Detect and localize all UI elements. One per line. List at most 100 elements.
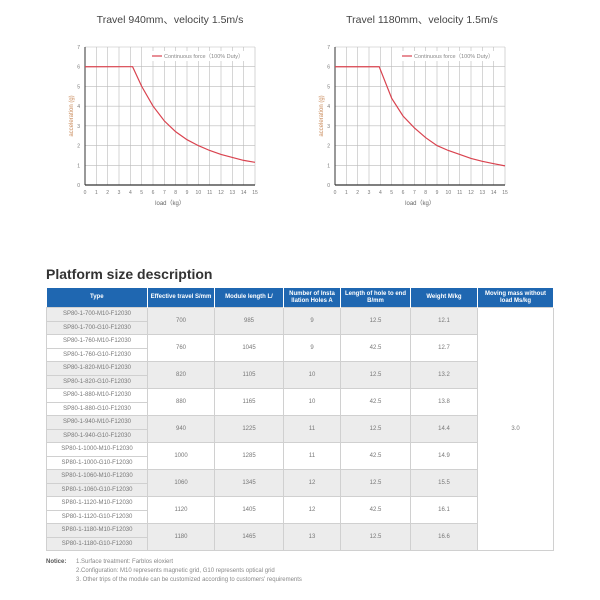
table-row: SP80-1-700-M10-F12030 700 985 9 12.5 12.1 3.0 xyxy=(46,307,554,551)
cell-travel: 940 xyxy=(147,415,215,443)
cell-holes: 12 xyxy=(283,469,341,497)
chart-title-940: Travel 940mm、velocity 1.5m/s xyxy=(96,14,244,26)
grid xyxy=(334,46,506,186)
cell-hole-end: 12.5 xyxy=(340,361,411,389)
y-tick-label: 7 xyxy=(77,45,80,51)
cell-type: SP80-1-760-M10-F12030 xyxy=(46,334,148,349)
table-row: SP80-1-940-M10-F12030 940 1225 11 12.5 14.4 xyxy=(46,415,554,443)
cell-weight: 13.8 xyxy=(410,388,478,416)
notice-item: 2.Configuration: M10 represents magnetic… xyxy=(76,568,275,574)
y-axis-label: acceleration (g) xyxy=(319,95,325,136)
cell-weight: 14.4 xyxy=(410,415,478,443)
table-row: SP80-1-700-G10-F12030 xyxy=(46,320,554,335)
cell-type: SP80-1-940-M10-F12030 xyxy=(46,415,148,430)
series-line xyxy=(334,66,506,167)
cell-length: 1105 xyxy=(214,361,284,389)
x-tick-label: 6 xyxy=(152,190,155,196)
table-row: SP80-1-940-G10-F12030 xyxy=(46,428,554,443)
cell-type: SP80-1-700-G10-F12030 xyxy=(46,320,148,335)
cell-holes: 12 xyxy=(283,496,341,524)
section-title: Platform size description xyxy=(46,266,213,282)
cell-weight: 14.9 xyxy=(410,442,478,470)
cell-weight: 16.1 xyxy=(410,496,478,524)
x-tick-label: 2 xyxy=(106,190,109,196)
header-hole-end: Length of hole to end B/mm xyxy=(340,288,411,308)
x-tick-label: 8 xyxy=(424,190,427,196)
cell-length: 1465 xyxy=(214,523,284,551)
cell-travel: 1060 xyxy=(147,469,215,497)
chart-940: 0 1 2 3 4 5 6 7 8 9 10 11 12 13 14 1501234567load（kg）ac… xyxy=(69,45,258,207)
table-row: SP80-1-820-M10-F12030 820 1105 10 12.5 13.2 xyxy=(46,361,554,389)
cell-type: SP80-1-1000-G10-F12030 xyxy=(46,455,148,470)
cell-type: SP80-1-820-M10-F12030 xyxy=(46,361,148,376)
cell-type: SP80-1-1060-M10-F12030 xyxy=(46,469,148,484)
cell-length: 1405 xyxy=(214,496,284,524)
x-tick-label: 14 xyxy=(491,190,497,196)
platform-size-table: Type Effective travel S/mm Module length… xyxy=(46,288,554,551)
cell-type: SP80-1-1180-M10-F12030 xyxy=(46,523,148,538)
cell-hole-end: 42.5 xyxy=(340,334,411,362)
x-tick-label: 13 xyxy=(480,190,486,196)
series-line xyxy=(84,66,256,163)
y-tick-label: 7 xyxy=(327,45,330,51)
table-row: SP80-1-760-M10-F12030 760 1045 9 42.5 12.7 xyxy=(46,334,554,362)
cell-hole-end: 42.5 xyxy=(340,442,411,470)
x-tick-label: 0 xyxy=(84,190,87,196)
cell-type: SP80-1-1060-G10-F12030 xyxy=(46,482,148,497)
x-tick-label: 2 xyxy=(356,190,359,196)
cell-travel: 1000 xyxy=(147,442,215,470)
x-tick-label: 11 xyxy=(207,190,212,196)
cell-moving-mass: 3.0 xyxy=(477,307,554,551)
cell-weight: 13.2 xyxy=(410,361,478,389)
cell-holes: 11 xyxy=(283,415,341,443)
notice-item: 1.Surface treatment: Farblos eloxiert xyxy=(76,559,174,565)
cell-type: SP80-1-760-G10-F12030 xyxy=(46,347,148,362)
cell-length: 985 xyxy=(214,307,284,335)
x-axis-label: load（kg） xyxy=(155,200,185,207)
cell-travel: 820 xyxy=(147,361,215,389)
cell-hole-end: 42.5 xyxy=(340,496,411,524)
x-tick-label: 15 xyxy=(502,190,508,196)
y-tick-label: 3 xyxy=(77,124,80,130)
header-weight: Weight M/kg xyxy=(410,288,478,308)
x-tick-label: 5 xyxy=(140,190,143,196)
cell-type: SP80-1-940-G10-F12030 xyxy=(46,428,148,443)
cell-type: SP80-1-1180-G10-F12030 xyxy=(46,536,148,551)
cell-hole-end: 12.5 xyxy=(340,415,411,443)
y-tick-label: 0 xyxy=(327,183,330,189)
y-tick-label: 2 xyxy=(327,144,330,150)
y-tick-label: 1 xyxy=(327,163,330,169)
y-tick-label: 5 xyxy=(327,84,330,90)
x-tick-label: 4 xyxy=(129,190,132,196)
chart-1180: 0 1 2 3 4 5 6 7 8 9 10 11 12 13 14 1501234567load（kg）ac… xyxy=(319,45,508,207)
cell-holes: 10 xyxy=(283,361,341,389)
cell-holes: 9 xyxy=(283,334,341,362)
header-holes: Number of Insta llation Holes A xyxy=(283,288,341,308)
cell-travel: 880 xyxy=(147,388,215,416)
header-moving-mass: Moving mass without load Ms/kg xyxy=(477,288,554,308)
cell-length: 1165 xyxy=(214,388,284,416)
y-tick-label: 2 xyxy=(77,144,80,150)
x-tick-label: 15 xyxy=(252,190,258,196)
cell-hole-end: 12.5 xyxy=(340,523,411,551)
y-tick-label: 1 xyxy=(77,163,80,169)
legend-label: Continuous force（100% Duty） xyxy=(164,53,243,60)
legend: Continuous force（100% Duty） xyxy=(148,51,254,61)
y-tick-label: 0 xyxy=(77,183,80,189)
cell-holes: 11 xyxy=(283,442,341,470)
x-tick-label: 1 xyxy=(345,190,348,196)
header-module-length: Module length L/ xyxy=(214,288,284,308)
x-axis-label: load（kg） xyxy=(405,200,435,207)
y-tick-label: 5 xyxy=(77,84,80,90)
x-tick-label: 14 xyxy=(241,190,247,196)
table-row: SP80-1-1060-G10-F12030 xyxy=(46,482,554,497)
x-tick-label: 3 xyxy=(368,190,371,196)
x-tick-label: 1 xyxy=(95,190,98,196)
cell-weight: 12.1 xyxy=(410,307,478,335)
grid xyxy=(84,46,256,186)
x-tick-label: 10 xyxy=(196,190,202,196)
cell-travel: 1120 xyxy=(147,496,215,524)
x-tick-label: 11 xyxy=(457,190,462,196)
cell-travel: 1180 xyxy=(147,523,215,551)
cell-type: SP80-1-1000-M10-F12030 xyxy=(46,442,148,457)
